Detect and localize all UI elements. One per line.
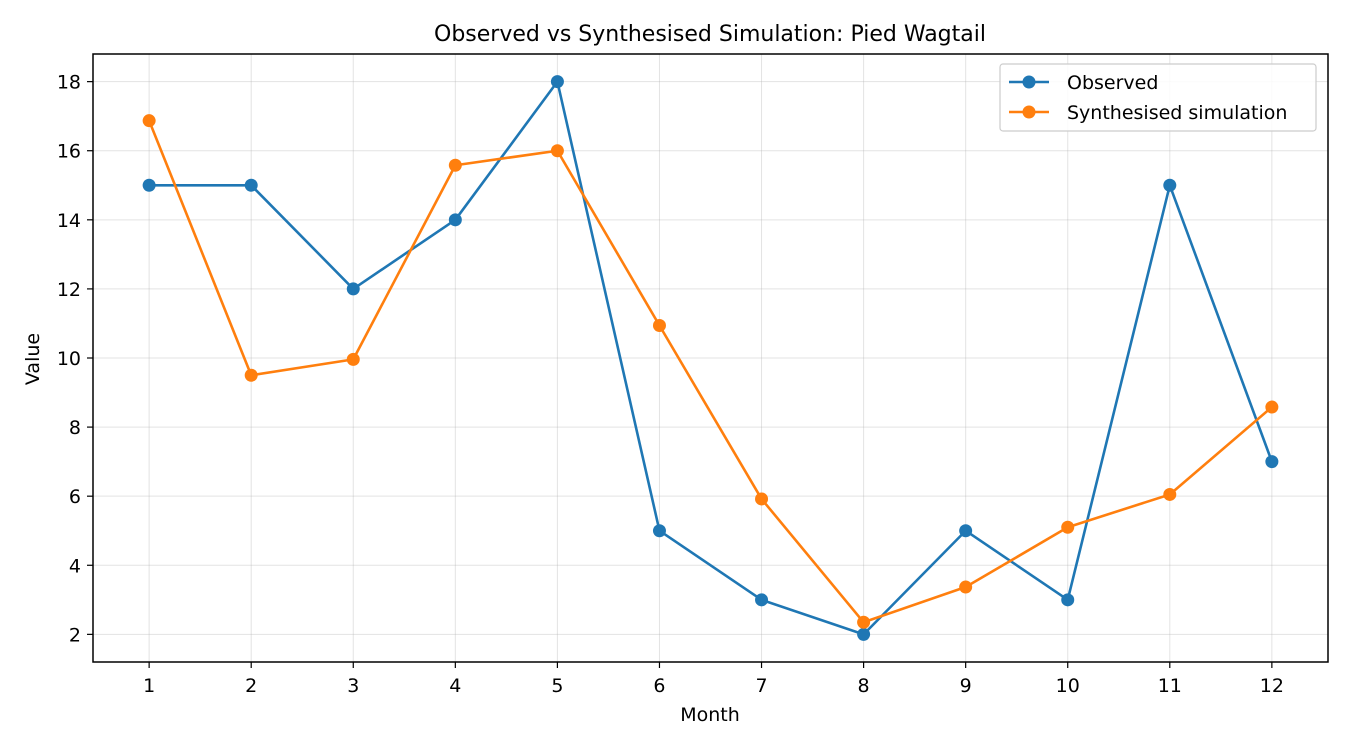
data-point-synthesised-simulation — [959, 580, 973, 594]
legend-entry-synthesised-simulation: Synthesised simulation — [1009, 102, 1287, 124]
data-point-observed — [346, 282, 360, 296]
y-tick-label: 8 — [69, 417, 81, 439]
x-tick-label: 2 — [245, 675, 257, 697]
y-axis-ticks: 2 4 6 8 10 12 14 16 18 — [57, 72, 93, 646]
x-tick-label: 1 — [143, 675, 155, 697]
series-synthesised-simulation — [142, 114, 1279, 629]
y-axis-label: Value — [22, 333, 44, 385]
data-point-synthesised-simulation — [652, 319, 666, 333]
x-tick-label: 9 — [960, 675, 972, 697]
legend-marker-observed — [1022, 75, 1036, 89]
data-point-observed — [1163, 178, 1177, 192]
data-point-observed — [959, 524, 973, 538]
data-point-synthesised-simulation — [142, 114, 156, 128]
y-tick-label: 14 — [57, 210, 81, 232]
y-tick-label: 16 — [57, 141, 81, 163]
y-tick-label: 12 — [57, 279, 81, 301]
data-point-synthesised-simulation — [1265, 400, 1279, 414]
x-tick-label: 3 — [347, 675, 359, 697]
data-point-synthesised-simulation — [244, 368, 258, 382]
x-tick-label: 5 — [551, 675, 563, 697]
x-axis-label: Month — [680, 704, 740, 726]
data-point-synthesised-simulation — [857, 615, 871, 629]
x-tick-label: 4 — [449, 675, 461, 697]
x-tick-label: 6 — [653, 675, 665, 697]
y-tick-label: 6 — [69, 486, 81, 508]
x-tick-label: 10 — [1056, 675, 1080, 697]
legend: Observed Synthesised simulation — [999, 63, 1317, 132]
chart-title: Observed vs Synthesised Simulation: Pied… — [434, 22, 986, 47]
x-tick-label: 7 — [755, 675, 767, 697]
legend-box — [999, 63, 1317, 132]
x-tick-label: 11 — [1158, 675, 1182, 697]
data-point-observed — [755, 593, 769, 607]
legend-marker-synthesised-simulation — [1022, 105, 1036, 119]
data-point-observed — [1265, 455, 1279, 469]
legend-label-observed: Observed — [1067, 72, 1158, 94]
data-point-synthesised-simulation — [755, 492, 769, 506]
x-tick-label: 8 — [858, 675, 870, 697]
data-point-synthesised-simulation — [1061, 520, 1075, 534]
data-point-synthesised-simulation — [346, 352, 360, 366]
series-line-synthesised-simulation — [147, 120, 1273, 624]
legend-label-synthesised-simulation: Synthesised simulation — [1067, 102, 1287, 124]
series-observed — [142, 75, 1279, 641]
y-tick-label: 2 — [69, 624, 81, 646]
grid-lines — [93, 54, 1328, 662]
data-point-synthesised-simulation — [448, 158, 462, 172]
data-point-observed — [857, 627, 871, 641]
y-tick-label: 18 — [57, 72, 81, 94]
series-line-observed — [149, 80, 1274, 636]
data-point-observed — [652, 524, 666, 538]
data-point-observed — [448, 213, 462, 227]
x-axis-ticks: 1 2 3 4 5 6 7 8 9 10 11 12 — [143, 662, 1284, 697]
y-tick-label: 4 — [69, 555, 81, 577]
series-layer — [142, 75, 1279, 641]
data-point-synthesised-simulation — [1163, 487, 1177, 501]
x-tick-label: 12 — [1260, 675, 1284, 697]
data-point-observed — [142, 178, 156, 192]
legend-entry-observed: Observed — [1009, 72, 1158, 94]
y-tick-label: 10 — [57, 348, 81, 370]
data-point-synthesised-simulation — [550, 144, 564, 158]
data-point-observed — [550, 75, 564, 89]
data-point-observed — [1061, 593, 1075, 607]
data-point-observed — [244, 178, 258, 192]
